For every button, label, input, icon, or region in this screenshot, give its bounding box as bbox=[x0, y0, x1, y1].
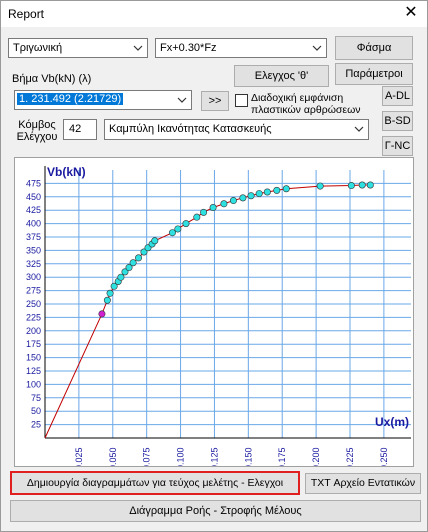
parameters-button[interactable]: Παράμετροι bbox=[335, 63, 413, 85]
data-point bbox=[247, 192, 255, 200]
create-diagrams-button[interactable]: Δημιουργία διαγραμμάτων για τεύχος μελέτ… bbox=[10, 471, 300, 495]
data-point bbox=[117, 273, 125, 281]
x-tick-label: 0.225 bbox=[345, 447, 355, 466]
y-tick-label: 150 bbox=[26, 353, 41, 363]
title-bar: Report ✕ bbox=[1, 1, 427, 27]
curve-select[interactable]: Καμπύλη Ικανότητας Κατασκευής bbox=[104, 119, 369, 140]
x-tick-label: 0.100 bbox=[176, 447, 186, 466]
data-point bbox=[125, 264, 133, 272]
data-point bbox=[174, 225, 182, 233]
chart-svg: 25 50 75 100 125 150 175 200 225 250 275 300 325 350 3… bbox=[26, 165, 411, 470]
load-type-value: Τριγωνική bbox=[13, 42, 63, 54]
spectrum-button[interactable]: Φάσμα bbox=[335, 36, 413, 60]
step-label: Βήμα Vb(kN) (λ) bbox=[12, 73, 92, 85]
chevron-down-icon bbox=[133, 45, 143, 51]
y-tick-label: 50 bbox=[31, 406, 41, 416]
y-tick-label: 225 bbox=[26, 312, 41, 322]
y-tick-label: 25 bbox=[31, 420, 41, 430]
y-tick-label: 275 bbox=[26, 286, 41, 296]
combination-value: Fx+0.30*Fz bbox=[160, 42, 217, 54]
data-point bbox=[106, 289, 114, 297]
capacity-curve-line bbox=[44, 184, 371, 439]
step-select[interactable]: 1. 231.492 (2.21729) bbox=[14, 90, 192, 110]
close-icon[interactable]: ✕ bbox=[404, 4, 418, 21]
data-point bbox=[263, 188, 271, 196]
data-point bbox=[129, 259, 137, 267]
gnc-button[interactable]: Γ-NC bbox=[382, 136, 413, 156]
flow-rotation-button[interactable]: Διάγραμμα Ροής - Στροφής Μέλους bbox=[10, 500, 421, 522]
bsd-button[interactable]: B-SD bbox=[382, 111, 413, 131]
x-tick-label: 0.075 bbox=[142, 447, 152, 466]
x-tick-label: 0.050 bbox=[108, 447, 118, 466]
y-tick-label: 75 bbox=[31, 393, 41, 403]
load-type-select[interactable]: Τριγωνική bbox=[8, 38, 148, 58]
next-step-button[interactable]: >> bbox=[201, 91, 229, 111]
x-tick-label: 0.250 bbox=[379, 447, 389, 466]
y-tick-label: 325 bbox=[26, 259, 41, 269]
data-point bbox=[347, 182, 355, 190]
data-point bbox=[358, 181, 366, 189]
x-tick-label: 0.125 bbox=[209, 447, 219, 466]
x-axis-label: Ux(m) bbox=[375, 415, 409, 429]
capacity-curve-chart: 25 50 75 100 125 150 175 200 225 250 275 300 325 350 3… bbox=[14, 157, 414, 470]
step-value: 1. 231.492 (2.21729) bbox=[17, 93, 124, 105]
data-point bbox=[193, 213, 201, 221]
data-point bbox=[209, 204, 217, 212]
window-title: Report bbox=[8, 7, 45, 21]
data-point bbox=[135, 254, 143, 262]
data-point bbox=[140, 248, 148, 256]
y-tick-label: 475 bbox=[26, 178, 41, 188]
data-point bbox=[273, 186, 281, 194]
data-point bbox=[282, 185, 290, 193]
check-theta-button[interactable]: Ελεγχος 'θ' bbox=[234, 65, 329, 87]
y-tick-label: 400 bbox=[26, 219, 41, 229]
sequential-display-checkbox[interactable] bbox=[235, 94, 248, 107]
y-tick-label: 175 bbox=[26, 339, 41, 349]
data-point bbox=[316, 182, 324, 190]
data-point bbox=[121, 268, 129, 276]
x-tick-label: 0.175 bbox=[277, 447, 287, 466]
y-tick-label: 250 bbox=[26, 299, 41, 309]
chevron-down-icon bbox=[177, 97, 187, 103]
x-tick-label: 0.200 bbox=[311, 447, 321, 466]
x-tick-label: 0.150 bbox=[243, 447, 253, 466]
data-point bbox=[239, 194, 247, 202]
data-point bbox=[200, 208, 208, 216]
y-tick-label: 200 bbox=[26, 326, 41, 336]
data-point bbox=[229, 197, 237, 205]
data-point bbox=[151, 237, 159, 245]
adl-button[interactable]: A-DL bbox=[382, 86, 413, 106]
chevron-down-icon bbox=[354, 126, 364, 132]
data-point bbox=[182, 220, 190, 228]
y-tick-label: 300 bbox=[26, 272, 41, 282]
y-tick-label: 375 bbox=[26, 232, 41, 242]
x-tick-label: 0.025 bbox=[74, 447, 84, 466]
combination-select[interactable]: Fx+0.30*Fz bbox=[155, 38, 327, 58]
data-point bbox=[110, 282, 118, 290]
curve-value: Καμπύλη Ικανότητας Κατασκευής bbox=[109, 123, 272, 135]
y-tick-label: 125 bbox=[26, 366, 41, 376]
current-step-point bbox=[98, 310, 106, 318]
y-tick-label: 100 bbox=[26, 379, 41, 389]
chevron-down-icon bbox=[312, 45, 322, 51]
node-input[interactable]: 42 bbox=[63, 119, 97, 140]
sequential-display-label: Διαδοχική εμφάνιση πλαστικών αρθρώσεων bbox=[251, 92, 361, 116]
data-point bbox=[103, 296, 111, 304]
y-axis-label: Vb(kN) bbox=[47, 165, 86, 179]
data-point bbox=[366, 181, 374, 189]
y-tick-label: 425 bbox=[26, 205, 41, 215]
y-tick-label: 450 bbox=[26, 192, 41, 202]
data-point bbox=[255, 190, 263, 198]
data-point bbox=[220, 200, 228, 208]
node-label: Κόμβος Ελέγχου bbox=[16, 119, 58, 143]
data-point bbox=[168, 229, 176, 237]
txt-export-button[interactable]: TXT Αρχείο Εντατικών bbox=[305, 473, 421, 494]
y-tick-label: 350 bbox=[26, 245, 41, 255]
